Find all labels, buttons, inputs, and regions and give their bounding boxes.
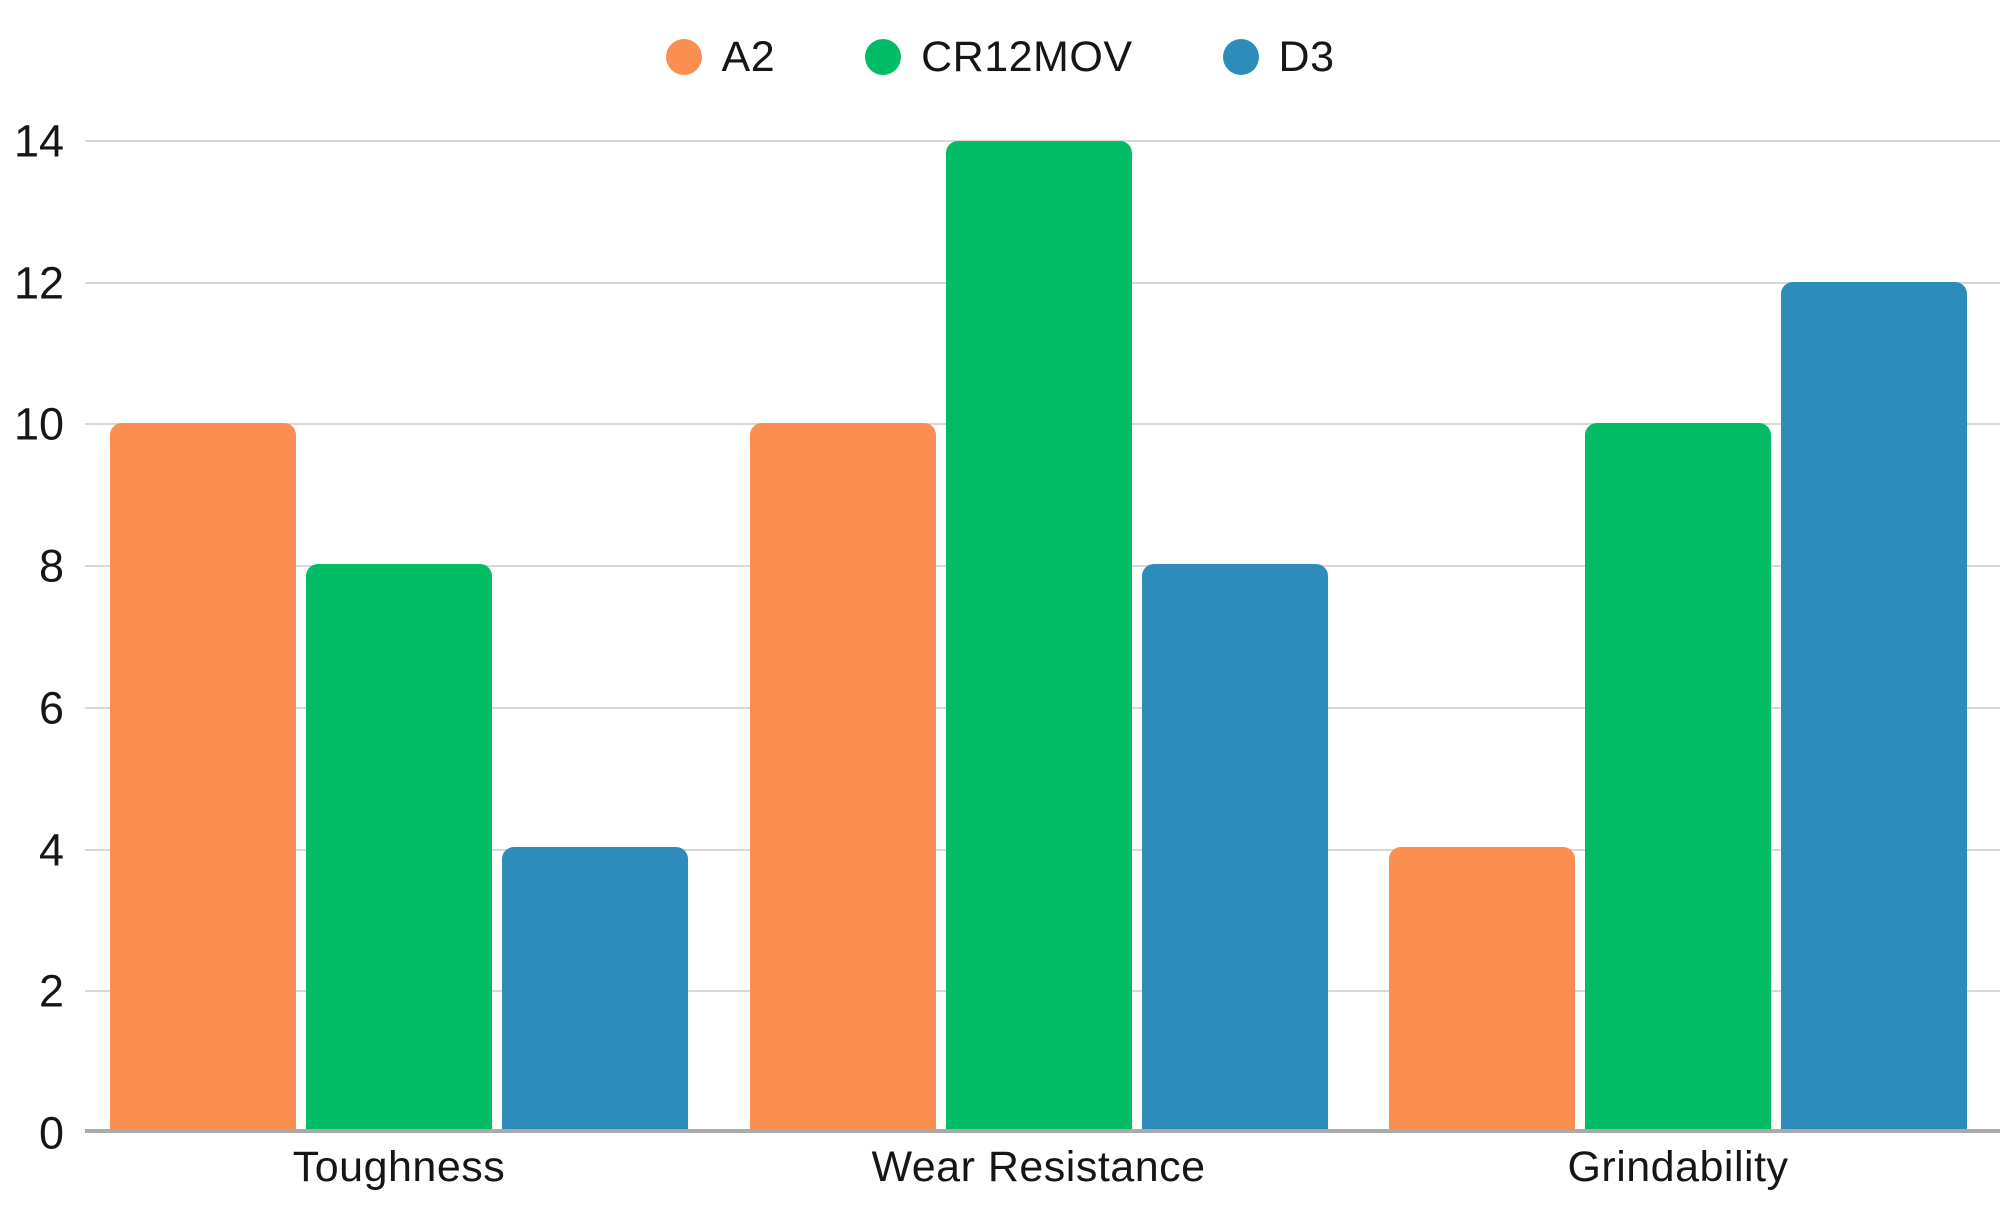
legend-swatch-cr12mov-icon [865,39,902,75]
y-tick-label-10: 10 [13,398,64,450]
chart-body: 0 2 4 6 8 10 12 14 [0,119,2000,1156]
legend-item-d3[interactable]: D3 [1222,32,1335,82]
bar-a2-grindability [1389,846,1575,1129]
bar-group-wear-resistance [749,141,1328,1129]
bar-cr12mov-toughness [306,564,492,1129]
y-tick-label-4: 4 [38,824,64,876]
bar-cr12mov-grindability [1585,423,1771,1129]
y-tick-label-12: 12 [13,257,64,309]
legend-label-a2: A2 [721,32,776,81]
legend-swatch-d3-icon [1222,39,1259,75]
x-axis-baseline [85,1129,2000,1133]
legend-label-d3: D3 [1278,32,1335,81]
x-axis-label-toughness: Toughness [292,1143,506,1191]
y-tick-label-14: 14 [13,115,64,167]
y-axis: 0 2 4 6 8 10 12 14 [0,119,72,1156]
bar-d3-toughness [502,846,688,1129]
bar-a2-wear-resistance [749,423,936,1129]
legend-item-cr12mov[interactable]: CR12MOV [865,33,1132,82]
legend-swatch-a2-icon [665,39,702,75]
y-tick-label-8: 8 [38,540,64,592]
bars-row [85,141,2000,1129]
bar-cr12mov-wear-resistance [945,141,1132,1129]
bar-group-grindability [1389,141,1967,1129]
x-axis-label-wear-resistance: Wear Resistance [871,1143,1206,1191]
bar-a2-toughness [110,423,296,1129]
bar-group-toughness [110,141,688,1129]
legend-label-cr12mov: CR12MOV [921,32,1133,81]
legend-item-a2[interactable]: A2 [665,32,776,82]
bar-d3-wear-resistance [1141,564,1328,1129]
y-tick-label-6: 6 [38,682,64,734]
x-axis: Toughness Wear Resistance Grindability [85,1143,2000,1192]
bar-d3-grindability [1781,282,1967,1129]
chart-legend: A2 CR12MOV D3 [0,26,2000,88]
plot-area [85,140,2000,1133]
y-tick-label-0: 0 [38,1107,64,1159]
x-axis-label-grindability: Grindability [1567,1143,1789,1191]
y-tick-label-2: 2 [38,965,64,1017]
